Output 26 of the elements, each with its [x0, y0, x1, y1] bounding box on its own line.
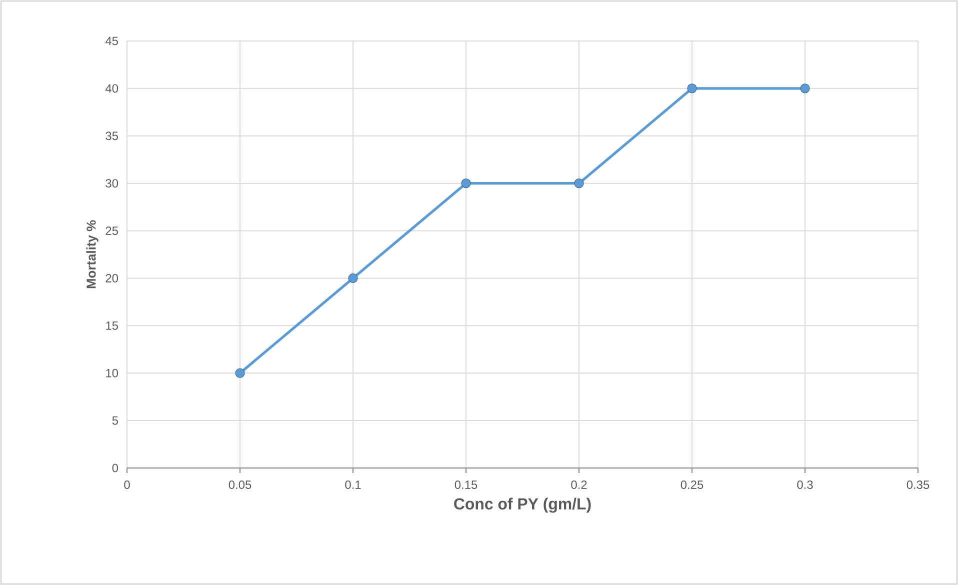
y-tick-label: 10 [106, 368, 118, 378]
y-tick-label: 35 [106, 132, 118, 140]
point [800, 84, 810, 94]
point [461, 178, 471, 188]
point [348, 273, 358, 284]
point [235, 368, 245, 378]
y-tick-label: 0 [112, 464, 118, 472]
x-tick-label: 0 [124, 480, 130, 489]
y-tick-label: 20 [106, 274, 118, 282]
y-tick-label: 15 [106, 321, 118, 330]
y-tick-label: 25 [106, 226, 118, 235]
x-tick-label: 0.35 [906, 480, 930, 489]
x-tick-label: 0.15 [454, 480, 478, 489]
x-tick-label: 0.3 [797, 480, 813, 489]
y-tick-label: 45 [105, 36, 118, 46]
y-tick-label: 5 [112, 416, 118, 425]
y-tick-label: 30 [106, 179, 118, 188]
point [687, 84, 697, 94]
x-tick-label: 0.25 [680, 480, 704, 489]
x-tick-label: 0.05 [228, 480, 252, 489]
point [574, 178, 584, 188]
y-axis-title: Mortality % [86, 220, 98, 288]
x-axis-title: Conc of PY (gm/L) [454, 498, 591, 513]
x-tick-label: 0.2 [571, 480, 587, 489]
x-tick-label: 0.1 [345, 480, 361, 489]
y-tick-label: 40 [105, 84, 118, 93]
